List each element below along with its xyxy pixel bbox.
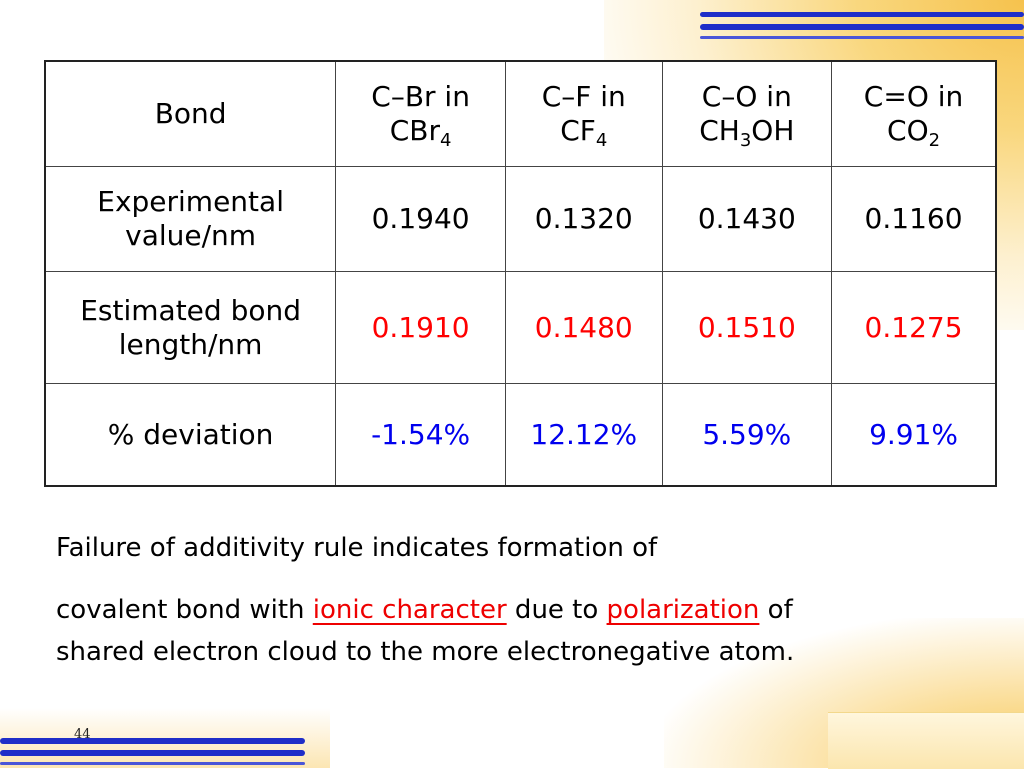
row-label-cell: % deviation [44,383,337,487]
highlight-ionic-character: ionic character [312,595,507,625]
header-atom: C [701,80,722,113]
table-cell: 0.1940 [335,166,506,272]
decorative-stripe [700,24,1024,30]
table-row-experimental: Experimental value/nm 0.1940 0.1320 0.14… [44,166,997,272]
decorative-stripe [0,762,305,765]
header-cell: C–Br in CBr4 [335,60,506,167]
formula-subscript: 3 [739,130,752,151]
decorative-panel [828,712,1024,769]
bond-symbol: – [561,80,576,113]
header-text: F in [575,80,626,113]
decorative-stripe [700,12,1024,17]
header-atom: C [863,80,884,113]
text-segment: of [759,595,793,625]
table-cell: 0.1430 [661,166,833,272]
header-label: Bond [154,97,227,130]
highlight-polarization: polarization [606,595,760,625]
header-atom: C [371,80,391,113]
header-cell: C–F in CF4 [504,60,663,167]
bond-symbol: – [721,80,736,113]
formula-subscript: 2 [928,130,941,151]
text-segment: covalent bond with [56,595,313,625]
header-formula: CO [887,114,929,147]
table-header-row: Bond C–Br in CBr4 C–F in CF4 C–O in CH3O… [44,60,997,167]
header-atom: C [541,80,562,113]
header-cell: C–O in CH3OH [661,60,833,167]
table-cell: 0.1160 [831,166,997,272]
table-cell: 12.12% [504,383,663,487]
header-formula-tail: OH [751,114,795,147]
header-cell: C=O in CO2 [831,60,997,167]
table-row-deviation: % deviation -1.54% 12.12% 5.59% 9.91% [44,383,997,487]
explanation-line-2: covalent bond with ionic character due t… [56,592,793,628]
table-cell: -1.54% [335,383,506,487]
explanation-line-3: shared electron cloud to the more electr… [56,637,795,667]
table-cell: 5.59% [661,383,833,487]
formula-subscript: 4 [595,130,608,151]
text-segment: due to [506,595,607,625]
decorative-stripe [700,36,1024,39]
header-text: O in [735,80,792,113]
table-cell: 0.1480 [504,271,663,384]
row-label: Estimated bond [80,293,301,327]
row-label: value/nm [125,219,257,252]
bond-symbol: = [883,80,907,113]
table-row-estimated: Estimated bond length/nm 0.1910 0.1480 0… [44,271,997,384]
row-label: length/nm [118,327,263,361]
formula-subscript: 4 [440,130,452,151]
header-text: Br in [404,80,470,113]
explanation-line-1: Failure of additivity rule indicates for… [56,533,658,563]
header-formula: CBr [389,114,441,147]
header-cell-bond: Bond [44,60,337,167]
table-cell: 0.1510 [661,271,833,384]
bond-symbol: – [390,80,405,113]
decorative-stripe [0,750,305,756]
table-cell: 0.1320 [504,166,663,272]
header-formula: CF [560,114,596,147]
page-number: 44 [74,727,91,742]
row-label: Experimental [97,185,284,218]
bond-length-table: Bond C–Br in CBr4 C–F in CF4 C–O in CH3O… [44,60,997,487]
header-formula: CH [699,114,740,147]
table-cell: 9.91% [831,383,997,487]
row-label: % deviation [107,417,274,451]
table-cell: 0.1275 [831,271,997,384]
decorative-stripe [0,738,305,744]
table-cell: 0.1910 [335,271,506,384]
row-label-cell: Experimental value/nm [44,166,337,272]
row-label-cell: Estimated bond length/nm [44,271,337,384]
header-text: O in [906,80,964,113]
